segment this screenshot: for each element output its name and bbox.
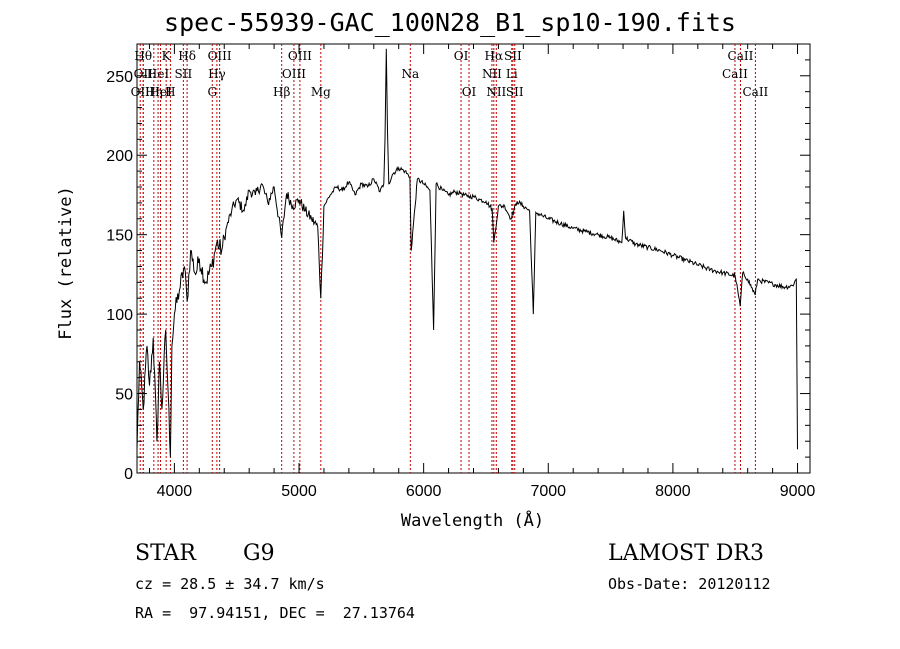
spectral-line-label: OII [134, 67, 154, 81]
spectral-line-label: Mg [311, 85, 331, 99]
spectral-line-label: Hα [485, 49, 504, 63]
spectral-line-label: HeI [149, 85, 172, 99]
x-axis-label: Wavelength (Å) [400, 511, 545, 531]
spectral-line-label: G [207, 85, 217, 99]
spectral-line-label: SII [175, 67, 193, 81]
x-tick-label: 9000 [780, 483, 816, 500]
spectral-line-label: OIII [208, 49, 232, 63]
survey-name: LAMOST DR3 [608, 541, 764, 566]
spectral-line-label: SII [506, 85, 524, 99]
spectral-line-label: SII [504, 49, 522, 63]
spectral-line-label: Hδ [178, 49, 196, 63]
chart-title: spec-55939-GAC_100N28_B1_sp10-190.fits [164, 8, 736, 37]
spectral-line-label: Hγ [208, 67, 226, 81]
plot-frame [136, 43, 811, 474]
x-tick-label: 5000 [281, 483, 317, 500]
spectral-line-label: H [165, 85, 175, 99]
y-tick-label: 50 [115, 387, 133, 404]
spectral-line-label: Li [506, 67, 518, 81]
object-class: STAR [135, 541, 196, 566]
y-tick-label: 0 [124, 466, 133, 483]
spectral-line-label: OIII [288, 49, 312, 63]
axis-ticks [137, 44, 810, 474]
spectral-line-label: CaII [728, 49, 754, 63]
spectrum-line [136, 48, 798, 458]
spectral-line-label: K [162, 49, 172, 63]
x-tick-label: 6000 [406, 483, 442, 500]
x-tick-label: 8000 [655, 483, 691, 500]
spectral-line-labels: OIIHθOIIHηHeIHeIKHSIIHδGHγOIIIHβOIIIOIII… [131, 49, 769, 99]
y-tick-label: 250 [106, 69, 133, 86]
spectral-line-label: CaII [722, 67, 748, 81]
spectral-line-label: CaII [742, 85, 768, 99]
y-tick-label: 100 [106, 307, 133, 324]
spectral-line-markers [139, 44, 756, 473]
observation-date: Obs-Date: 20120112 [608, 575, 771, 593]
sky-coordinates: RA = 97.94151, DEC = 27.13764 [135, 604, 415, 622]
spectral-line-label: OI [462, 85, 477, 99]
y-tick-label: 200 [106, 148, 133, 165]
redshift-velocity: cz = 28.5 ± 34.7 km/s [135, 575, 325, 593]
y-tick-label: 150 [106, 228, 133, 245]
axis-tick-labels: 4000 5000 6000 7000 8000 9000 0 50 100 150 200 250 [106, 69, 815, 500]
spectral-line-label: Na [401, 67, 419, 81]
spectral-line-label: Hθ [134, 49, 152, 63]
spectral-line-label: NII [482, 67, 502, 81]
y-axis-label: Flux (relative) [56, 186, 76, 340]
spectral-line-label: OI [454, 49, 469, 63]
x-tick-label: 4000 [157, 483, 193, 500]
spectral-line-label: HeI [147, 67, 170, 81]
spectral-line-label: Hβ [273, 85, 290, 99]
spectral-line-label: NII [486, 85, 506, 99]
x-tick-label: 7000 [530, 483, 566, 500]
spectral-line-label: OIII [282, 67, 306, 81]
object-subclass: G9 [243, 541, 275, 566]
spectral-line-label: Hη [145, 85, 163, 99]
